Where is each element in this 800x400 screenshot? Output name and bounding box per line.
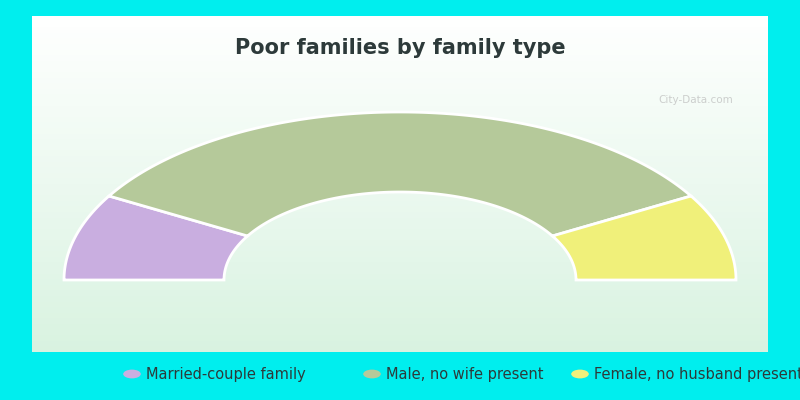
Bar — [32, 16, 768, 22]
Bar — [32, 324, 768, 330]
Bar — [32, 296, 768, 302]
Bar — [32, 134, 768, 139]
Bar — [32, 313, 768, 318]
Bar — [32, 122, 768, 128]
Bar — [32, 22, 768, 27]
Text: Married-couple family: Married-couple family — [146, 366, 306, 382]
Polygon shape — [553, 196, 736, 280]
Bar — [32, 139, 768, 145]
Bar — [32, 27, 768, 33]
Bar — [32, 218, 768, 223]
Text: Male, no wife present: Male, no wife present — [386, 366, 544, 382]
Bar — [32, 330, 768, 335]
Bar — [32, 38, 768, 44]
Bar — [32, 341, 768, 346]
Bar — [32, 257, 768, 262]
Bar — [32, 346, 768, 352]
Bar — [32, 240, 768, 246]
Bar — [32, 279, 768, 285]
Bar — [32, 234, 768, 240]
Polygon shape — [109, 112, 691, 236]
Bar — [32, 83, 768, 89]
Bar — [32, 61, 768, 66]
Circle shape — [571, 370, 589, 378]
Bar — [32, 318, 768, 324]
Bar — [32, 195, 768, 201]
Polygon shape — [64, 196, 247, 280]
Circle shape — [123, 370, 141, 378]
Bar — [32, 307, 768, 313]
Bar — [32, 89, 768, 94]
Bar — [32, 55, 768, 61]
Bar — [32, 229, 768, 234]
Text: City-Data.com: City-Data.com — [658, 95, 734, 105]
Bar — [32, 335, 768, 341]
Bar — [32, 66, 768, 72]
Bar — [32, 262, 768, 268]
Bar — [32, 145, 768, 150]
Bar — [32, 167, 768, 173]
Bar — [32, 206, 768, 212]
Bar — [32, 94, 768, 100]
Bar — [32, 50, 768, 55]
Text: Female, no husband present: Female, no husband present — [594, 366, 800, 382]
Bar — [32, 285, 768, 290]
Bar — [32, 212, 768, 218]
Bar — [32, 246, 768, 251]
Bar — [32, 302, 768, 307]
Bar — [32, 173, 768, 178]
Bar — [32, 111, 768, 117]
Bar — [32, 128, 768, 134]
Bar — [32, 268, 768, 274]
Bar — [32, 117, 768, 122]
Bar — [32, 190, 768, 195]
Bar — [32, 156, 768, 162]
Bar — [32, 33, 768, 38]
Bar — [32, 100, 768, 106]
Bar — [32, 274, 768, 279]
Bar — [32, 201, 768, 206]
Text: Poor families by family type: Poor families by family type — [234, 38, 566, 58]
Bar — [32, 162, 768, 167]
Bar — [32, 150, 768, 156]
Bar — [32, 251, 768, 257]
Circle shape — [363, 370, 381, 378]
Bar — [32, 72, 768, 78]
Bar — [32, 178, 768, 184]
Bar — [32, 223, 768, 229]
Bar — [32, 106, 768, 111]
Bar — [32, 184, 768, 190]
Bar — [32, 78, 768, 83]
Bar — [32, 290, 768, 296]
Bar — [32, 44, 768, 50]
